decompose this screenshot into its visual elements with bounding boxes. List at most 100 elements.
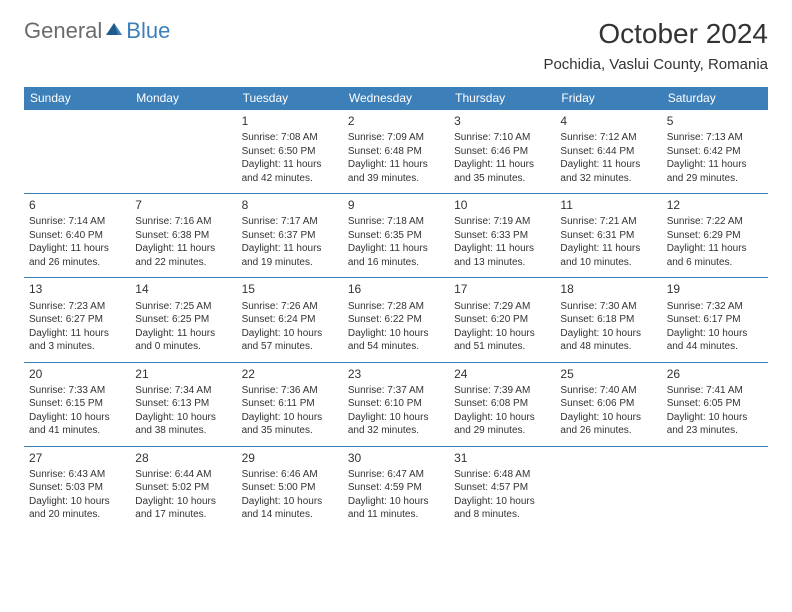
daylight-text-line2: and 29 minutes. <box>667 172 763 186</box>
sunset-text: Sunset: 6:50 PM <box>242 145 338 159</box>
sunrise-text: Sunrise: 7:41 AM <box>667 384 763 398</box>
daylight-text-line1: Daylight: 10 hours <box>667 327 763 341</box>
calendar-day-cell: 13Sunrise: 7:23 AMSunset: 6:27 PMDayligh… <box>24 278 130 362</box>
calendar-day-cell <box>662 446 768 530</box>
daylight-text-line1: Daylight: 10 hours <box>454 327 550 341</box>
day-number: 8 <box>242 197 338 213</box>
calendar-day-cell: 17Sunrise: 7:29 AMSunset: 6:20 PMDayligh… <box>449 278 555 362</box>
sunrise-text: Sunrise: 7:28 AM <box>348 300 444 314</box>
daylight-text-line2: and 54 minutes. <box>348 340 444 354</box>
daylight-text-line2: and 57 minutes. <box>242 340 338 354</box>
sunset-text: Sunset: 6:29 PM <box>667 229 763 243</box>
calendar-week-row: 20Sunrise: 7:33 AMSunset: 6:15 PMDayligh… <box>24 362 768 446</box>
daylight-text-line2: and 35 minutes. <box>454 172 550 186</box>
calendar-day-cell: 9Sunrise: 7:18 AMSunset: 6:35 PMDaylight… <box>343 194 449 278</box>
sunset-text: Sunset: 6:05 PM <box>667 397 763 411</box>
dow-wednesday: Wednesday <box>343 87 449 110</box>
calendar-body: 1Sunrise: 7:08 AMSunset: 6:50 PMDaylight… <box>24 110 768 530</box>
sunrise-text: Sunrise: 7:25 AM <box>135 300 231 314</box>
daylight-text-line2: and 26 minutes. <box>560 424 656 438</box>
sunrise-text: Sunrise: 7:40 AM <box>560 384 656 398</box>
daylight-text-line2: and 16 minutes. <box>348 256 444 270</box>
daylight-text-line1: Daylight: 11 hours <box>348 242 444 256</box>
sunset-text: Sunset: 6:27 PM <box>29 313 125 327</box>
day-number: 5 <box>667 113 763 129</box>
sunrise-text: Sunrise: 7:36 AM <box>242 384 338 398</box>
calendar-day-cell: 16Sunrise: 7:28 AMSunset: 6:22 PMDayligh… <box>343 278 449 362</box>
daylight-text-line1: Daylight: 10 hours <box>560 327 656 341</box>
calendar-table: Sunday Monday Tuesday Wednesday Thursday… <box>24 87 768 530</box>
daylight-text-line1: Daylight: 10 hours <box>29 495 125 509</box>
daylight-text-line1: Daylight: 11 hours <box>135 242 231 256</box>
dow-header-row: Sunday Monday Tuesday Wednesday Thursday… <box>24 87 768 110</box>
calendar-day-cell: 28Sunrise: 6:44 AMSunset: 5:02 PMDayligh… <box>130 446 236 530</box>
daylight-text-line2: and 42 minutes. <box>242 172 338 186</box>
dow-tuesday: Tuesday <box>237 87 343 110</box>
brand-triangle-icon <box>104 19 124 44</box>
daylight-text-line1: Daylight: 11 hours <box>242 158 338 172</box>
daylight-text-line2: and 26 minutes. <box>29 256 125 270</box>
day-number: 29 <box>242 450 338 466</box>
dow-friday: Friday <box>555 87 661 110</box>
sunset-text: Sunset: 6:33 PM <box>454 229 550 243</box>
sunrise-text: Sunrise: 7:13 AM <box>667 131 763 145</box>
daylight-text-line1: Daylight: 11 hours <box>560 242 656 256</box>
day-number: 26 <box>667 366 763 382</box>
daylight-text-line2: and 3 minutes. <box>29 340 125 354</box>
sunrise-text: Sunrise: 7:21 AM <box>560 215 656 229</box>
daylight-text-line1: Daylight: 11 hours <box>560 158 656 172</box>
day-number: 3 <box>454 113 550 129</box>
calendar-week-row: 1Sunrise: 7:08 AMSunset: 6:50 PMDaylight… <box>24 110 768 194</box>
day-number: 10 <box>454 197 550 213</box>
daylight-text-line2: and 8 minutes. <box>454 508 550 522</box>
daylight-text-line1: Daylight: 11 hours <box>29 327 125 341</box>
sunset-text: Sunset: 6:22 PM <box>348 313 444 327</box>
calendar-day-cell: 21Sunrise: 7:34 AMSunset: 6:13 PMDayligh… <box>130 362 236 446</box>
daylight-text-line2: and 10 minutes. <box>560 256 656 270</box>
daylight-text-line1: Daylight: 10 hours <box>135 495 231 509</box>
sunset-text: Sunset: 6:06 PM <box>560 397 656 411</box>
brand-part1: General <box>24 18 102 44</box>
sunset-text: Sunset: 6:17 PM <box>667 313 763 327</box>
calendar-day-cell: 22 Sunrise: 7:36 AMSunset: 6:11 PMDayligh… <box>237 362 343 446</box>
sunset-text: Sunset: 5:03 PM <box>29 481 125 495</box>
sunrise-text: Sunrise: 7:37 AM <box>348 384 444 398</box>
day-number: 22 <box>242 366 338 382</box>
calendar-day-cell: 11Sunrise: 7:21 AMSunset: 6:31 PMDayligh… <box>555 194 661 278</box>
calendar-day-cell: 10Sunrise: 7:19 AMSunset: 6:33 PMDayligh… <box>449 194 555 278</box>
calendar-day-cell: 23Sunrise: 7:37 AMSunset: 6:10 PMDayligh… <box>343 362 449 446</box>
day-number: 17 <box>454 281 550 297</box>
sunrise-text: Sunrise: 7:26 AM <box>242 300 338 314</box>
sunrise-text: Sunrise: 7:12 AM <box>560 131 656 145</box>
daylight-text-line2: and 19 minutes. <box>242 256 338 270</box>
day-number: 25 <box>560 366 656 382</box>
sunrise-text: Sunrise: 7:32 AM <box>667 300 763 314</box>
sunrise-text: Sunrise: 6:47 AM <box>348 468 444 482</box>
sunrise-text: Sunrise: 6:48 AM <box>454 468 550 482</box>
daylight-text-line1: Daylight: 10 hours <box>135 411 231 425</box>
sunset-text: Sunset: 6:24 PM <box>242 313 338 327</box>
daylight-text-line1: Daylight: 10 hours <box>242 411 338 425</box>
day-number: 18 <box>560 281 656 297</box>
daylight-text-line2: and 32 minutes. <box>560 172 656 186</box>
calendar-day-cell: 2Sunrise: 7:09 AMSunset: 6:48 PMDaylight… <box>343 110 449 194</box>
calendar-day-cell: 14Sunrise: 7:25 AMSunset: 6:25 PMDayligh… <box>130 278 236 362</box>
sunrise-text: Sunrise: 6:46 AM <box>242 468 338 482</box>
sunset-text: Sunset: 6:46 PM <box>454 145 550 159</box>
sunset-text: Sunset: 6:40 PM <box>29 229 125 243</box>
daylight-text-line2: and 13 minutes. <box>454 256 550 270</box>
sunrise-text: Sunrise: 7:10 AM <box>454 131 550 145</box>
calendar-day-cell: 30Sunrise: 6:47 AMSunset: 4:59 PMDayligh… <box>343 446 449 530</box>
sunset-text: Sunset: 6:11 PM <box>242 397 338 411</box>
day-number: 28 <box>135 450 231 466</box>
sunset-text: Sunset: 6:37 PM <box>242 229 338 243</box>
daylight-text-line1: Daylight: 10 hours <box>667 411 763 425</box>
daylight-text-line2: and 39 minutes. <box>348 172 444 186</box>
sunset-text: Sunset: 6:48 PM <box>348 145 444 159</box>
sunrise-text: Sunrise: 6:44 AM <box>135 468 231 482</box>
day-number: 11 <box>560 197 656 213</box>
dow-saturday: Saturday <box>662 87 768 110</box>
daylight-text-line1: Daylight: 10 hours <box>348 411 444 425</box>
page-header: General Blue October 2024 Pochidia, Vasl… <box>24 18 768 73</box>
brand-logo: General Blue <box>24 18 170 44</box>
